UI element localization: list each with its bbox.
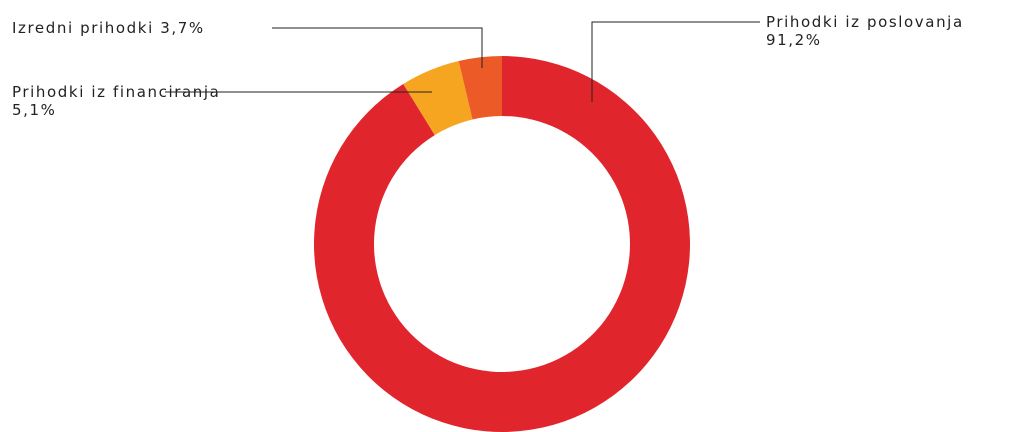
slice-label: Prihodki iz poslovanja 91,2% [766,13,1020,49]
label-name: Prihodki iz financiranja [12,83,221,101]
slice [458,56,502,120]
slice [403,61,473,136]
label-name: Izredni prihodki [12,19,154,37]
leader-line [591,21,760,102]
donut [314,56,691,432]
label-value: 91,2% [766,31,822,49]
slice-label: Izredni prihodki 3,7% [12,19,205,37]
label-value: 3,7% [160,19,205,37]
leader-line [272,27,483,68]
label-name: Prihodki iz poslovanja [766,13,964,31]
label-value: 5,1% [12,101,57,119]
slice [314,56,691,432]
slice-label: Prihodki iz financiranja 5,1% [12,83,252,119]
